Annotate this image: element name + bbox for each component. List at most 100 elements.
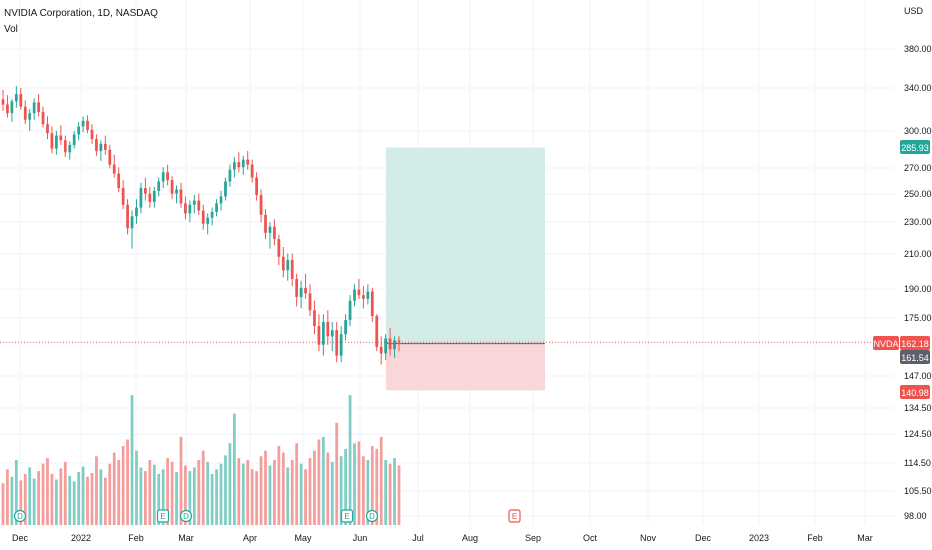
upcoming-earnings-marker[interactable]: E (508, 509, 521, 523)
candle (277, 234, 281, 266)
currency-label: USD (904, 6, 924, 16)
candle-body (28, 113, 32, 120)
candle (264, 209, 267, 240)
dividend-marker[interactable]: D (179, 509, 193, 523)
candle (259, 189, 263, 223)
volume-bar (326, 452, 330, 525)
volume-bar (206, 461, 210, 525)
candle-body (95, 139, 98, 152)
candle-body (388, 338, 392, 350)
candle-body (1, 99, 5, 105)
candle (166, 164, 170, 186)
loss-zone[interactable] (386, 343, 545, 391)
candle (90, 124, 94, 144)
candle-body (339, 334, 343, 356)
candle (135, 199, 138, 224)
price-axis[interactable]: USD 380.00 340.00 300.00 270.00 250.00 230.00… (904, 6, 932, 521)
volume-bar (68, 475, 72, 525)
candle (23, 100, 27, 125)
x-tick-label: Sep (525, 533, 541, 543)
volume-bar (170, 461, 174, 525)
candle (6, 95, 9, 118)
symbol-title[interactable]: NVIDIA Corporation, 1D, NASDAQ (4, 8, 158, 19)
volume-bar (286, 467, 290, 525)
candle-body (90, 129, 94, 140)
event-markers[interactable]: D D DE E E (13, 509, 521, 523)
candle-body (286, 260, 290, 271)
candle (295, 273, 299, 307)
candle-body (197, 200, 201, 211)
candle-body (277, 239, 281, 257)
candle-body (86, 120, 89, 130)
candle-body (308, 293, 312, 311)
earnings-marker[interactable]: E (156, 509, 170, 523)
x-tick-label: Nov (640, 533, 657, 543)
earnings-marker[interactable]: E (340, 509, 354, 523)
candle-body (335, 330, 339, 356)
candle-body (362, 295, 365, 299)
volume-bar (50, 473, 54, 525)
candle (366, 284, 370, 305)
volume-bar (126, 439, 129, 525)
candle-body (397, 340, 401, 343)
dividend-marker[interactable]: D (365, 509, 379, 523)
candle-body (317, 326, 321, 345)
candle-body (250, 164, 254, 178)
candle (19, 88, 23, 110)
candle (255, 172, 258, 201)
volume-bar (366, 460, 370, 525)
candle (224, 177, 227, 201)
candle-body (108, 149, 112, 165)
volume-bar (335, 422, 339, 525)
volume-label[interactable]: Vol (4, 24, 18, 35)
volume-bar (362, 456, 365, 525)
candle-body (157, 181, 161, 191)
candle (95, 134, 98, 156)
profit-zone[interactable] (386, 147, 545, 344)
volume-bar (237, 458, 241, 525)
candle-body (55, 135, 58, 149)
dividend-marker[interactable]: D (13, 509, 27, 523)
candle-body (313, 310, 316, 327)
candle-body (326, 322, 330, 337)
volume-bar (14, 460, 18, 525)
y-tick-label: 134.50 (904, 403, 932, 413)
volume-bar (295, 443, 299, 525)
time-axis[interactable]: Dec 2022 Feb Mar Apr May Jun Jul Aug Sep Oct Nov Dec… (12, 533, 873, 543)
candle-body (184, 203, 187, 214)
candle (112, 154, 116, 178)
volume-bar (77, 472, 81, 525)
volume-bar (10, 476, 14, 525)
candle-body (353, 289, 356, 301)
candle-body (41, 112, 45, 125)
volume-bar (55, 479, 58, 525)
y-tick-label: 250.00 (904, 189, 932, 199)
volume-bar (330, 461, 334, 525)
entry-price-tag: 161.54 (901, 353, 929, 363)
candle-body (255, 177, 258, 195)
symbol-tag-bg (873, 336, 899, 350)
candle (397, 336, 401, 352)
candle (232, 157, 236, 178)
candle-body (175, 189, 178, 194)
volume-bar (103, 477, 107, 525)
volume-bar (144, 471, 147, 525)
volume-bar (384, 460, 388, 525)
volume-bar (121, 446, 125, 525)
volume-bar (277, 446, 281, 525)
volume-bar (130, 395, 134, 525)
candle (130, 210, 134, 249)
volume-bar (72, 481, 76, 525)
candle-body (224, 181, 227, 197)
candle (317, 314, 321, 352)
volume-bar (6, 469, 9, 525)
candle (68, 141, 72, 160)
volume-bar (37, 471, 40, 525)
candle-body (6, 104, 9, 114)
candle (55, 130, 58, 155)
volume-bar (28, 467, 32, 525)
candle (197, 193, 201, 215)
candle (192, 194, 196, 214)
candle-body (344, 320, 347, 335)
